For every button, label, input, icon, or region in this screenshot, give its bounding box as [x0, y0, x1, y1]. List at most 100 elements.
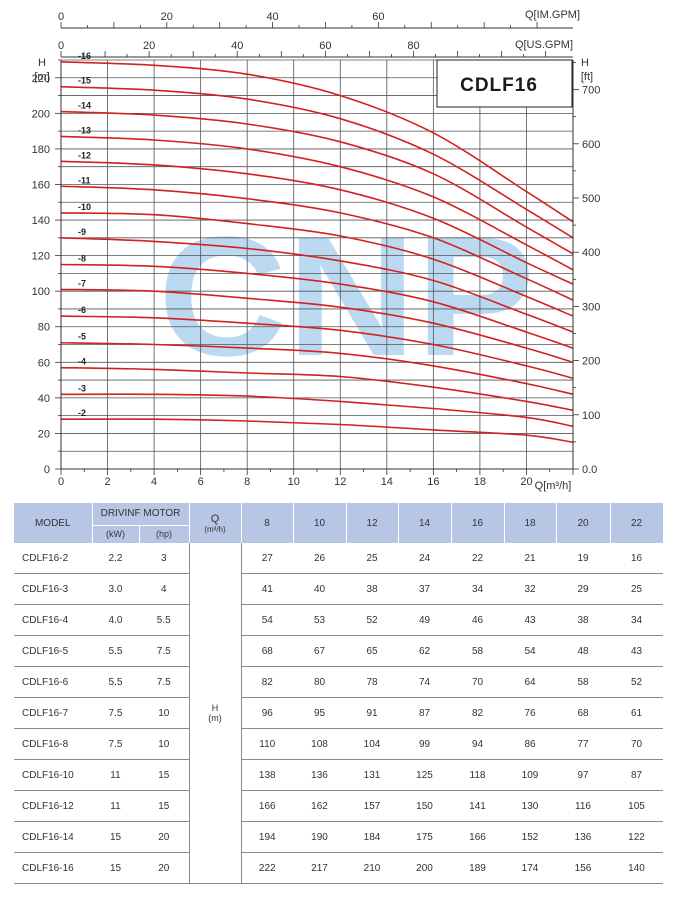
head-value-cell: 38 — [556, 604, 611, 636]
table-row: CDLF16-10 11 15 138 136 131 125 118 109 97 87 — [14, 759, 664, 791]
top-axis-1-tick-label: 40 — [266, 11, 278, 23]
curve-series — [60, 135, 574, 271]
y-left-tick-label: 180 — [32, 144, 50, 156]
model-cell: CDLF16-4 — [14, 604, 92, 636]
performance-chart: CNP -2-3-4-5-6-7-8-9-10-11-12-13-14-15-1… — [32, 9, 601, 492]
head-value-cell: 109 — [504, 759, 557, 791]
curve-series — [60, 288, 574, 364]
head-value-cell: 96 — [241, 697, 294, 729]
head-value-cell: 82 — [241, 666, 294, 698]
head-value-cell: 34 — [451, 573, 505, 605]
head-value-cell: 87 — [398, 697, 452, 729]
curve-series — [60, 185, 574, 301]
head-value-cell: 110 — [241, 728, 294, 760]
y-left-tick-label: 100 — [32, 286, 50, 298]
table-row: CDLF16-2 2.2 3 H (m) 27 26 25 24 22 21 19 16 — [14, 543, 664, 884]
head-value-cell: 175 — [398, 821, 452, 853]
top-axis-1-label: Q[IM.GPM] — [525, 9, 580, 21]
hp-cell: 7.5 — [139, 666, 190, 698]
curve-label: -10 — [78, 202, 91, 212]
head-value-cell: 68 — [241, 635, 294, 667]
curve-label: -11 — [78, 175, 91, 185]
head-value-cell: 190 — [293, 821, 347, 853]
model-cell: CDLF16-16 — [14, 852, 92, 884]
curve-label: -6 — [78, 305, 86, 315]
top-axis-1-tick-label: 60 — [372, 11, 384, 23]
head-value-cell: 99 — [398, 728, 452, 760]
hp-cell: 3 — [139, 543, 190, 574]
model-cell: CDLF16-5 — [14, 635, 92, 667]
kw-cell: 11 — [92, 759, 139, 791]
table-row: CDLF16-6 5.5 7.5 82 80 78 74 70 64 58 52 — [14, 666, 664, 698]
model-cell: CDLF16-10 — [14, 759, 92, 791]
h-label-cell: H (m) — [188, 543, 242, 884]
header-hp: (hp) — [139, 525, 190, 543]
head-value-cell: 43 — [610, 635, 664, 667]
x-tick-label: 10 — [288, 476, 300, 488]
head-value-cell: 136 — [293, 759, 347, 791]
head-value-cell: 156 — [556, 852, 611, 884]
head-value-cell: 78 — [346, 666, 399, 698]
head-value-cell: 46 — [451, 604, 505, 636]
header-q-unit: (m³/h) — [204, 524, 226, 534]
top-axis-2-tick-label: 40 — [231, 40, 243, 52]
x-tick-label: 4 — [151, 476, 157, 488]
curve-label: -4 — [78, 357, 86, 367]
curve-label: -12 — [78, 150, 91, 160]
head-value-cell: 29 — [556, 573, 611, 605]
head-value-cell: 58 — [556, 666, 611, 698]
y-right-tick-label: 600 — [582, 139, 600, 151]
curve-label: -8 — [78, 254, 86, 264]
head-value-cell: 87 — [610, 759, 664, 791]
h-label: H — [211, 703, 219, 713]
table-row: CDLF16-3 3.0 4 41 40 38 37 34 32 29 25 — [14, 573, 664, 605]
curve-label: -2 — [78, 408, 86, 418]
header-flow: 18 — [504, 503, 557, 543]
header-flow: 16 — [451, 503, 505, 543]
x-tick-label: 16 — [427, 476, 439, 488]
head-value-cell: 52 — [610, 666, 664, 698]
table-row: CDLF16-5 5.5 7.5 68 67 65 62 58 54 48 43 — [14, 635, 664, 667]
head-value-cell: 70 — [451, 666, 505, 698]
curve-label: -9 — [78, 227, 86, 237]
head-value-cell: 24 — [398, 543, 452, 574]
head-value-cell: 86 — [504, 728, 557, 760]
head-value-cell: 32 — [504, 573, 557, 605]
model-cell: CDLF16-3 — [14, 573, 92, 605]
head-value-cell: 25 — [346, 543, 399, 574]
head-value-cell: 41 — [241, 573, 294, 605]
header-flow: 20 — [556, 503, 611, 543]
head-value-cell: 40 — [293, 573, 347, 605]
x-tick-label: 2 — [104, 476, 110, 488]
table-row: CDLF16-8 7.5 10 110 108 104 99 94 86 77 70 — [14, 728, 664, 760]
top-axis-2-tick-label: 80 — [407, 40, 419, 52]
head-value-cell: 194 — [241, 821, 294, 853]
top-axis-2-tick-label: 20 — [143, 40, 155, 52]
head-value-cell: 38 — [346, 573, 399, 605]
head-value-cell: 68 — [556, 697, 611, 729]
hp-cell: 15 — [139, 759, 190, 791]
top-axis-2-tick-label: 60 — [319, 40, 331, 52]
head-value-cell: 95 — [293, 697, 347, 729]
header-model: MODEL — [14, 503, 93, 543]
hp-cell: 20 — [139, 821, 190, 853]
head-value-cell: 74 — [398, 666, 452, 698]
y-left-tick-label: 160 — [32, 179, 50, 191]
x-tick-label: 12 — [334, 476, 346, 488]
title-box — [436, 59, 573, 108]
curve-series — [60, 60, 574, 223]
head-value-cell: 91 — [346, 697, 399, 729]
head-value-cell: 54 — [504, 635, 557, 667]
x-tick-label: 8 — [244, 476, 250, 488]
head-value-cell: 34 — [610, 604, 664, 636]
kw-cell: 3.0 — [92, 573, 139, 605]
curve-series — [60, 341, 574, 396]
top-axis-1-tick-label: 0 — [58, 11, 64, 23]
kw-cell: 5.5 — [92, 666, 139, 698]
head-value-cell: 65 — [346, 635, 399, 667]
head-value-cell: 22 — [451, 543, 505, 574]
hp-cell: 10 — [139, 697, 190, 729]
curve-series — [60, 366, 574, 412]
head-value-cell: 217 — [293, 852, 347, 884]
y-right-tick-label: 200 — [582, 356, 600, 368]
